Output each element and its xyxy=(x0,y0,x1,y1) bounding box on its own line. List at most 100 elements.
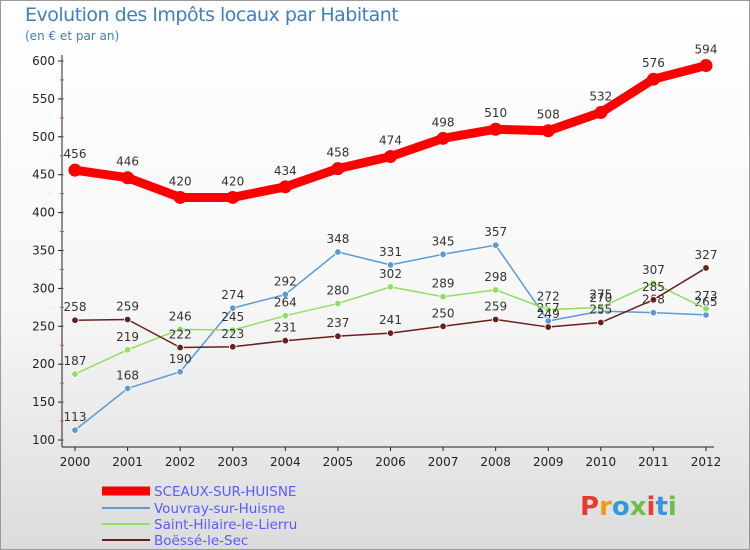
data-label: 272 xyxy=(537,290,560,304)
x-tick-label: 2011 xyxy=(638,455,669,469)
data-label: 434 xyxy=(274,164,297,178)
data-point xyxy=(71,370,79,378)
x-tick-label: 2003 xyxy=(217,455,248,469)
x-tick-label: 2010 xyxy=(586,455,617,469)
data-label: 222 xyxy=(169,328,192,342)
data-label: 348 xyxy=(326,232,349,246)
data-point xyxy=(699,59,713,73)
data-label: 273 xyxy=(695,289,718,303)
data-label: 259 xyxy=(484,299,507,313)
data-point xyxy=(281,337,290,345)
data-point xyxy=(439,293,447,301)
data-label: 258 xyxy=(64,300,87,314)
data-point xyxy=(544,323,552,331)
data-label: 345 xyxy=(432,234,455,248)
legend-label: Saint-Hilaire-le-Lierru xyxy=(154,517,297,533)
chart-title: Evolution des Impôts locaux par Habitant xyxy=(25,4,399,26)
data-point xyxy=(278,180,292,194)
data-point xyxy=(123,346,132,354)
data-label: 280 xyxy=(326,284,349,298)
data-point xyxy=(121,171,135,185)
data-label: 190 xyxy=(169,352,192,366)
data-point xyxy=(123,315,132,324)
y-tick-label: 400 xyxy=(32,206,55,220)
data-point xyxy=(229,326,237,334)
data-label: 532 xyxy=(589,90,612,104)
y-tick-label: 450 xyxy=(32,168,55,182)
data-point xyxy=(331,162,345,176)
y-tick-label: 350 xyxy=(32,244,55,258)
data-point xyxy=(491,241,500,249)
data-label: 168 xyxy=(116,368,139,382)
data-label: 508 xyxy=(537,108,560,122)
data-point xyxy=(384,150,397,164)
y-tick-label: 250 xyxy=(32,319,55,333)
data-label: 331 xyxy=(379,245,402,259)
data-label: 420 xyxy=(169,174,192,188)
data-point xyxy=(173,190,187,204)
y-tick-label: 600 xyxy=(32,54,55,68)
data-point xyxy=(71,316,79,324)
data-point xyxy=(649,296,658,304)
y-tick-label: 500 xyxy=(32,130,55,144)
x-tick-label: 2001 xyxy=(112,455,143,469)
data-label: 249 xyxy=(537,307,560,321)
x-tick-label: 2004 xyxy=(270,455,301,469)
data-point xyxy=(386,283,395,291)
data-point xyxy=(439,250,447,258)
data-point xyxy=(597,303,605,312)
data-label: 446 xyxy=(116,155,139,169)
data-label: 327 xyxy=(695,248,718,262)
data-point xyxy=(439,322,447,330)
data-label: 231 xyxy=(274,321,297,335)
data-label: 456 xyxy=(64,147,87,161)
data-point xyxy=(334,332,342,340)
data-point xyxy=(123,384,132,393)
data-point xyxy=(491,286,500,294)
data-label: 245 xyxy=(221,310,244,324)
data-point xyxy=(229,304,237,312)
data-point xyxy=(176,343,184,352)
x-tick-label: 2005 xyxy=(323,455,354,469)
y-tick-label: 150 xyxy=(32,395,55,409)
data-label: 223 xyxy=(221,327,244,341)
data-label: 275 xyxy=(589,287,612,301)
data-point xyxy=(491,315,500,324)
x-tick-label: 2008 xyxy=(480,455,511,469)
data-point xyxy=(541,124,555,138)
y-tick-label: 200 xyxy=(32,357,55,371)
data-label: 285 xyxy=(642,280,665,294)
data-label: 219 xyxy=(116,330,139,344)
data-label: 576 xyxy=(642,56,665,70)
data-point xyxy=(646,72,660,86)
data-label: 474 xyxy=(379,134,402,148)
legend-label: SCEAUX-SUR-HUISNE xyxy=(154,484,296,500)
data-point xyxy=(594,106,608,120)
data-point xyxy=(229,343,237,351)
data-label: 420 xyxy=(221,174,244,188)
data-label: 241 xyxy=(379,313,402,327)
data-point xyxy=(281,311,290,320)
data-label: 250 xyxy=(432,306,455,320)
data-point xyxy=(334,299,342,308)
data-label: 255 xyxy=(589,303,612,317)
data-label: 113 xyxy=(64,410,87,424)
x-tick-label: 2006 xyxy=(375,455,406,469)
data-point xyxy=(281,290,290,299)
data-point xyxy=(436,131,450,145)
data-point xyxy=(176,368,184,376)
data-point xyxy=(334,248,342,256)
data-point xyxy=(226,190,240,204)
data-label: 298 xyxy=(484,270,507,284)
data-point xyxy=(544,305,552,314)
data-label: 498 xyxy=(432,115,455,129)
x-tick-label: 2012 xyxy=(691,455,722,469)
data-point xyxy=(597,318,605,327)
data-point xyxy=(176,325,184,334)
data-label: 302 xyxy=(379,267,402,281)
data-label: 246 xyxy=(169,309,192,323)
data-label: 292 xyxy=(274,274,297,288)
data-label: 237 xyxy=(326,316,349,330)
